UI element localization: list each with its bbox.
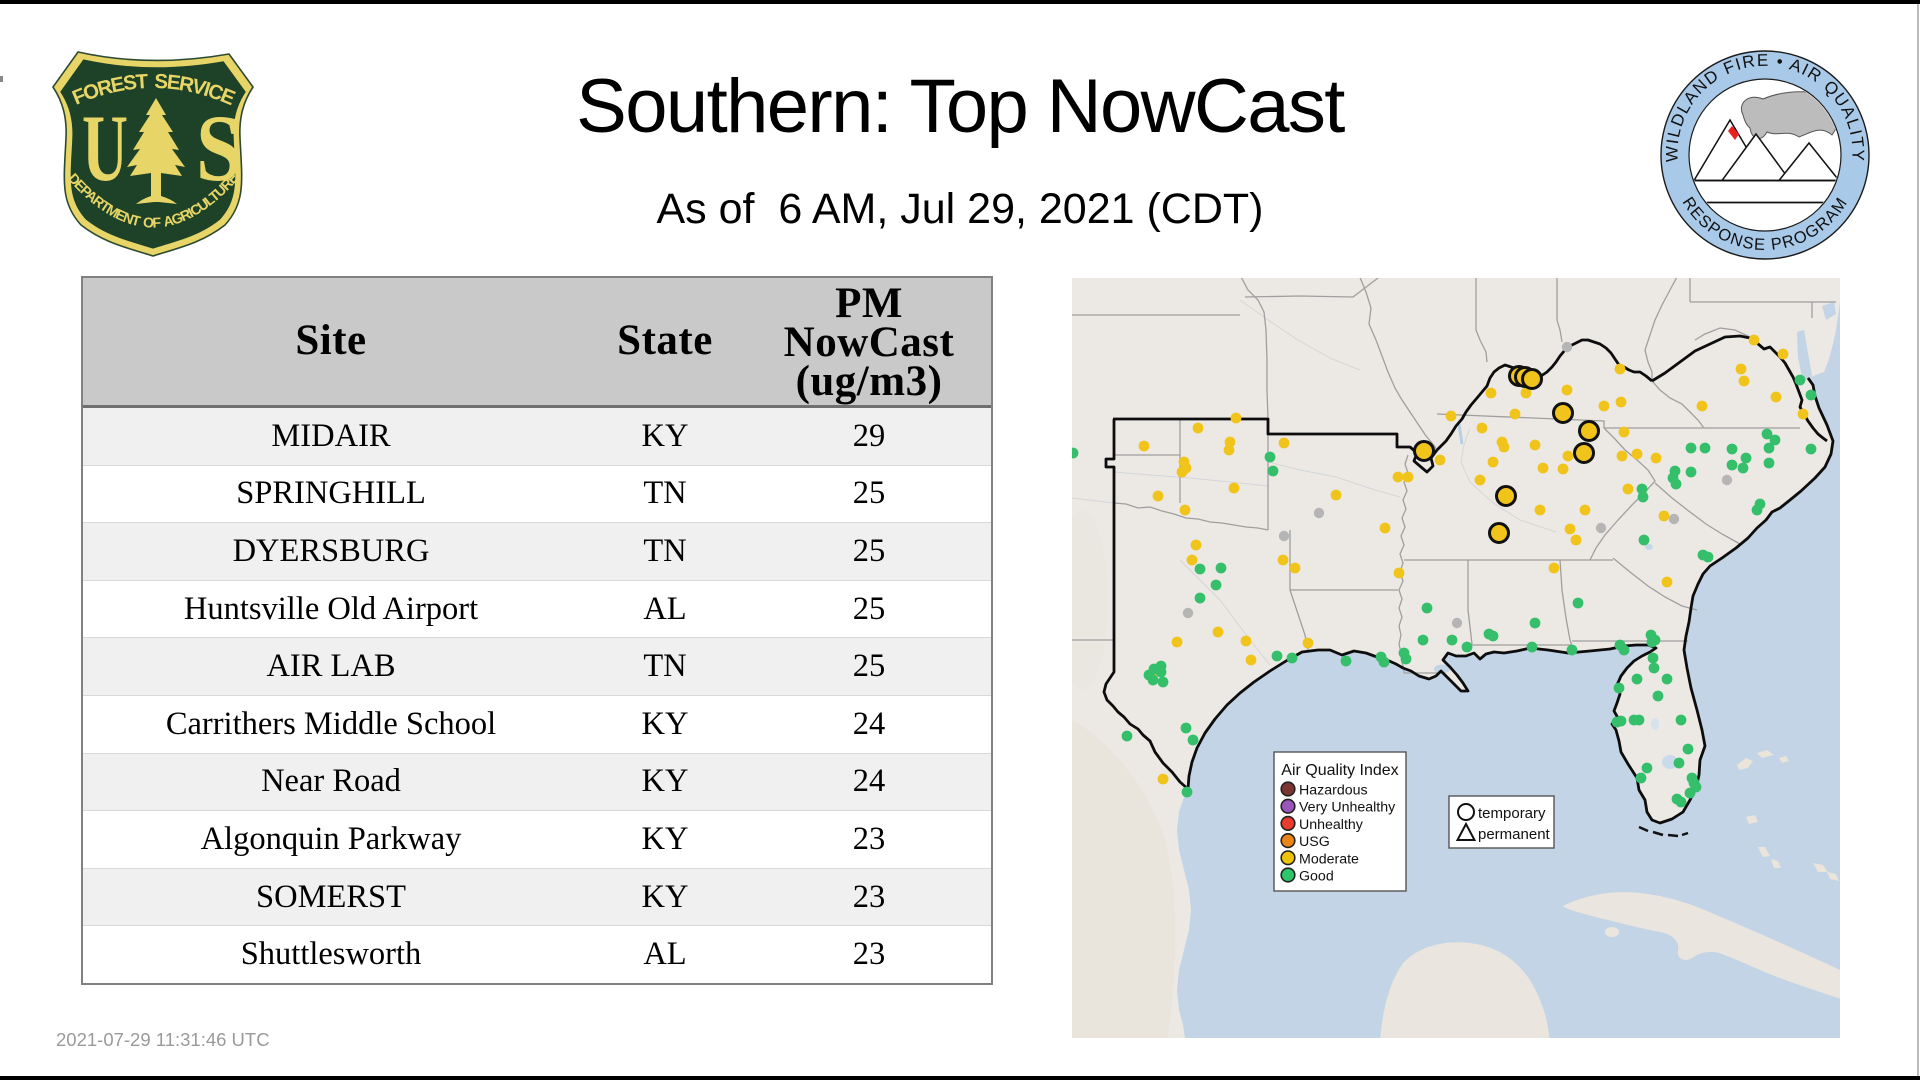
svg-text:Good: Good xyxy=(1299,869,1334,885)
svg-text:Unhealthy: Unhealthy xyxy=(1299,817,1364,833)
svg-text:Very Unhealthy: Very Unhealthy xyxy=(1299,800,1396,816)
svg-text:U: U xyxy=(82,95,128,201)
svg-text:permanent: permanent xyxy=(1478,826,1551,843)
svg-text:temporary: temporary xyxy=(1478,805,1546,822)
svg-text:USG: USG xyxy=(1299,834,1330,850)
svg-text:Air Quality Index: Air Quality Index xyxy=(1281,762,1398,779)
svg-text:Hazardous: Hazardous xyxy=(1299,783,1368,799)
svg-text:S: S xyxy=(196,95,242,201)
svg-text:Moderate: Moderate xyxy=(1299,851,1359,867)
